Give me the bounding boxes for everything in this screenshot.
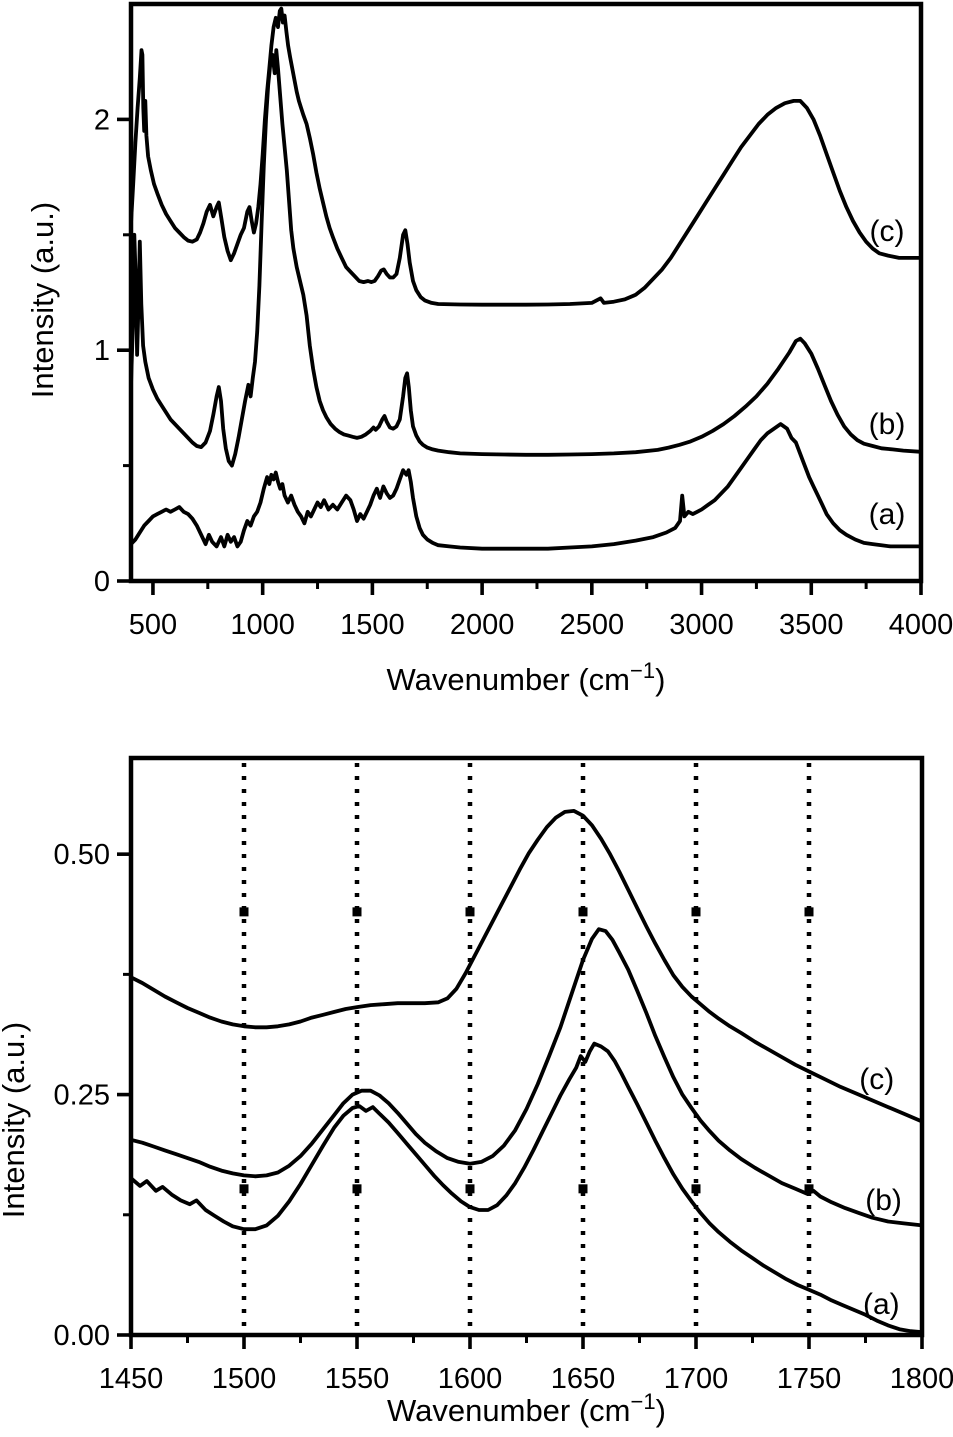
y-tick-label: 0 [94, 566, 110, 598]
gridline-marker [239, 907, 249, 917]
gridline-marker [239, 1184, 249, 1194]
gridline-marker [465, 1184, 475, 1194]
gridline-marker [691, 1184, 701, 1194]
curve-label-c: (c) [869, 215, 904, 248]
y-tick-label: 0.25 [54, 1080, 110, 1112]
curve-c [129, 809, 924, 1124]
y-axis-label: Intensity (a.u.) [25, 202, 60, 398]
y-tick-label: 0.00 [54, 1320, 110, 1352]
x-tick-label: 1600 [438, 1363, 503, 1395]
curve-label-b: (b) [865, 1184, 902, 1217]
x-tick-label: 1500 [212, 1363, 277, 1395]
y-tick-label: 2 [94, 104, 110, 136]
curve-a [129, 422, 923, 551]
x-tick-label: 3500 [779, 609, 844, 641]
x-tick-label: 3000 [669, 609, 734, 641]
x-tick-label: 1550 [325, 1363, 390, 1395]
curve-label-a: (a) [863, 1288, 900, 1321]
gridline-marker [804, 907, 814, 917]
gridline-marker [352, 1184, 362, 1194]
gridline-marker [465, 907, 475, 917]
chart-amide-region: 1450 1500 1550 1600 1650 1700 1750 1800 0.00 0.25… [0, 755, 953, 1428]
curve-b [129, 48, 923, 468]
x-tick-label: 1000 [230, 609, 295, 641]
gridline-marker [691, 907, 701, 917]
chart-full-spectrum: 500 1000 1500 2000 2500 3000 3500 4000 0 1 2 Wavenu… [25, 1, 953, 697]
x-tick-label: 1800 [890, 1363, 953, 1395]
gridline-marker [804, 1184, 814, 1194]
curve-b [129, 927, 924, 1228]
x-tick-label: 1450 [99, 1363, 164, 1395]
curve-label-c: (c) [859, 1063, 894, 1096]
gridline-marker [352, 907, 362, 917]
curve-a [129, 1041, 924, 1334]
y-tick-label: 1 [94, 335, 110, 367]
x-tick-label: 4000 [889, 609, 953, 641]
y-tick-label: 0.50 [54, 839, 110, 871]
curve-c [129, 6, 923, 307]
plot-frame [128, 1, 924, 584]
x-tick-label: 500 [129, 609, 177, 641]
x-tick-label: 1700 [664, 1363, 729, 1395]
curve-label-a: (a) [869, 498, 906, 531]
x-axis-label: Wavenumber (cm−1) [387, 658, 666, 697]
x-tick-label: 1750 [777, 1363, 842, 1395]
y-axis-label: Intensity (a.u.) [0, 1022, 31, 1218]
plot-frame [128, 755, 925, 1338]
x-tick-label: 2500 [560, 609, 625, 641]
x-tick-label: 1650 [551, 1363, 616, 1395]
gridline-marker [578, 907, 588, 917]
x-tick-label: 1500 [340, 609, 405, 641]
x-axis-label: Wavenumber (cm−1) [387, 1389, 666, 1428]
x-tick-label: 2000 [450, 609, 515, 641]
gridline-marker [578, 1184, 588, 1194]
curve-label-b: (b) [869, 408, 906, 441]
